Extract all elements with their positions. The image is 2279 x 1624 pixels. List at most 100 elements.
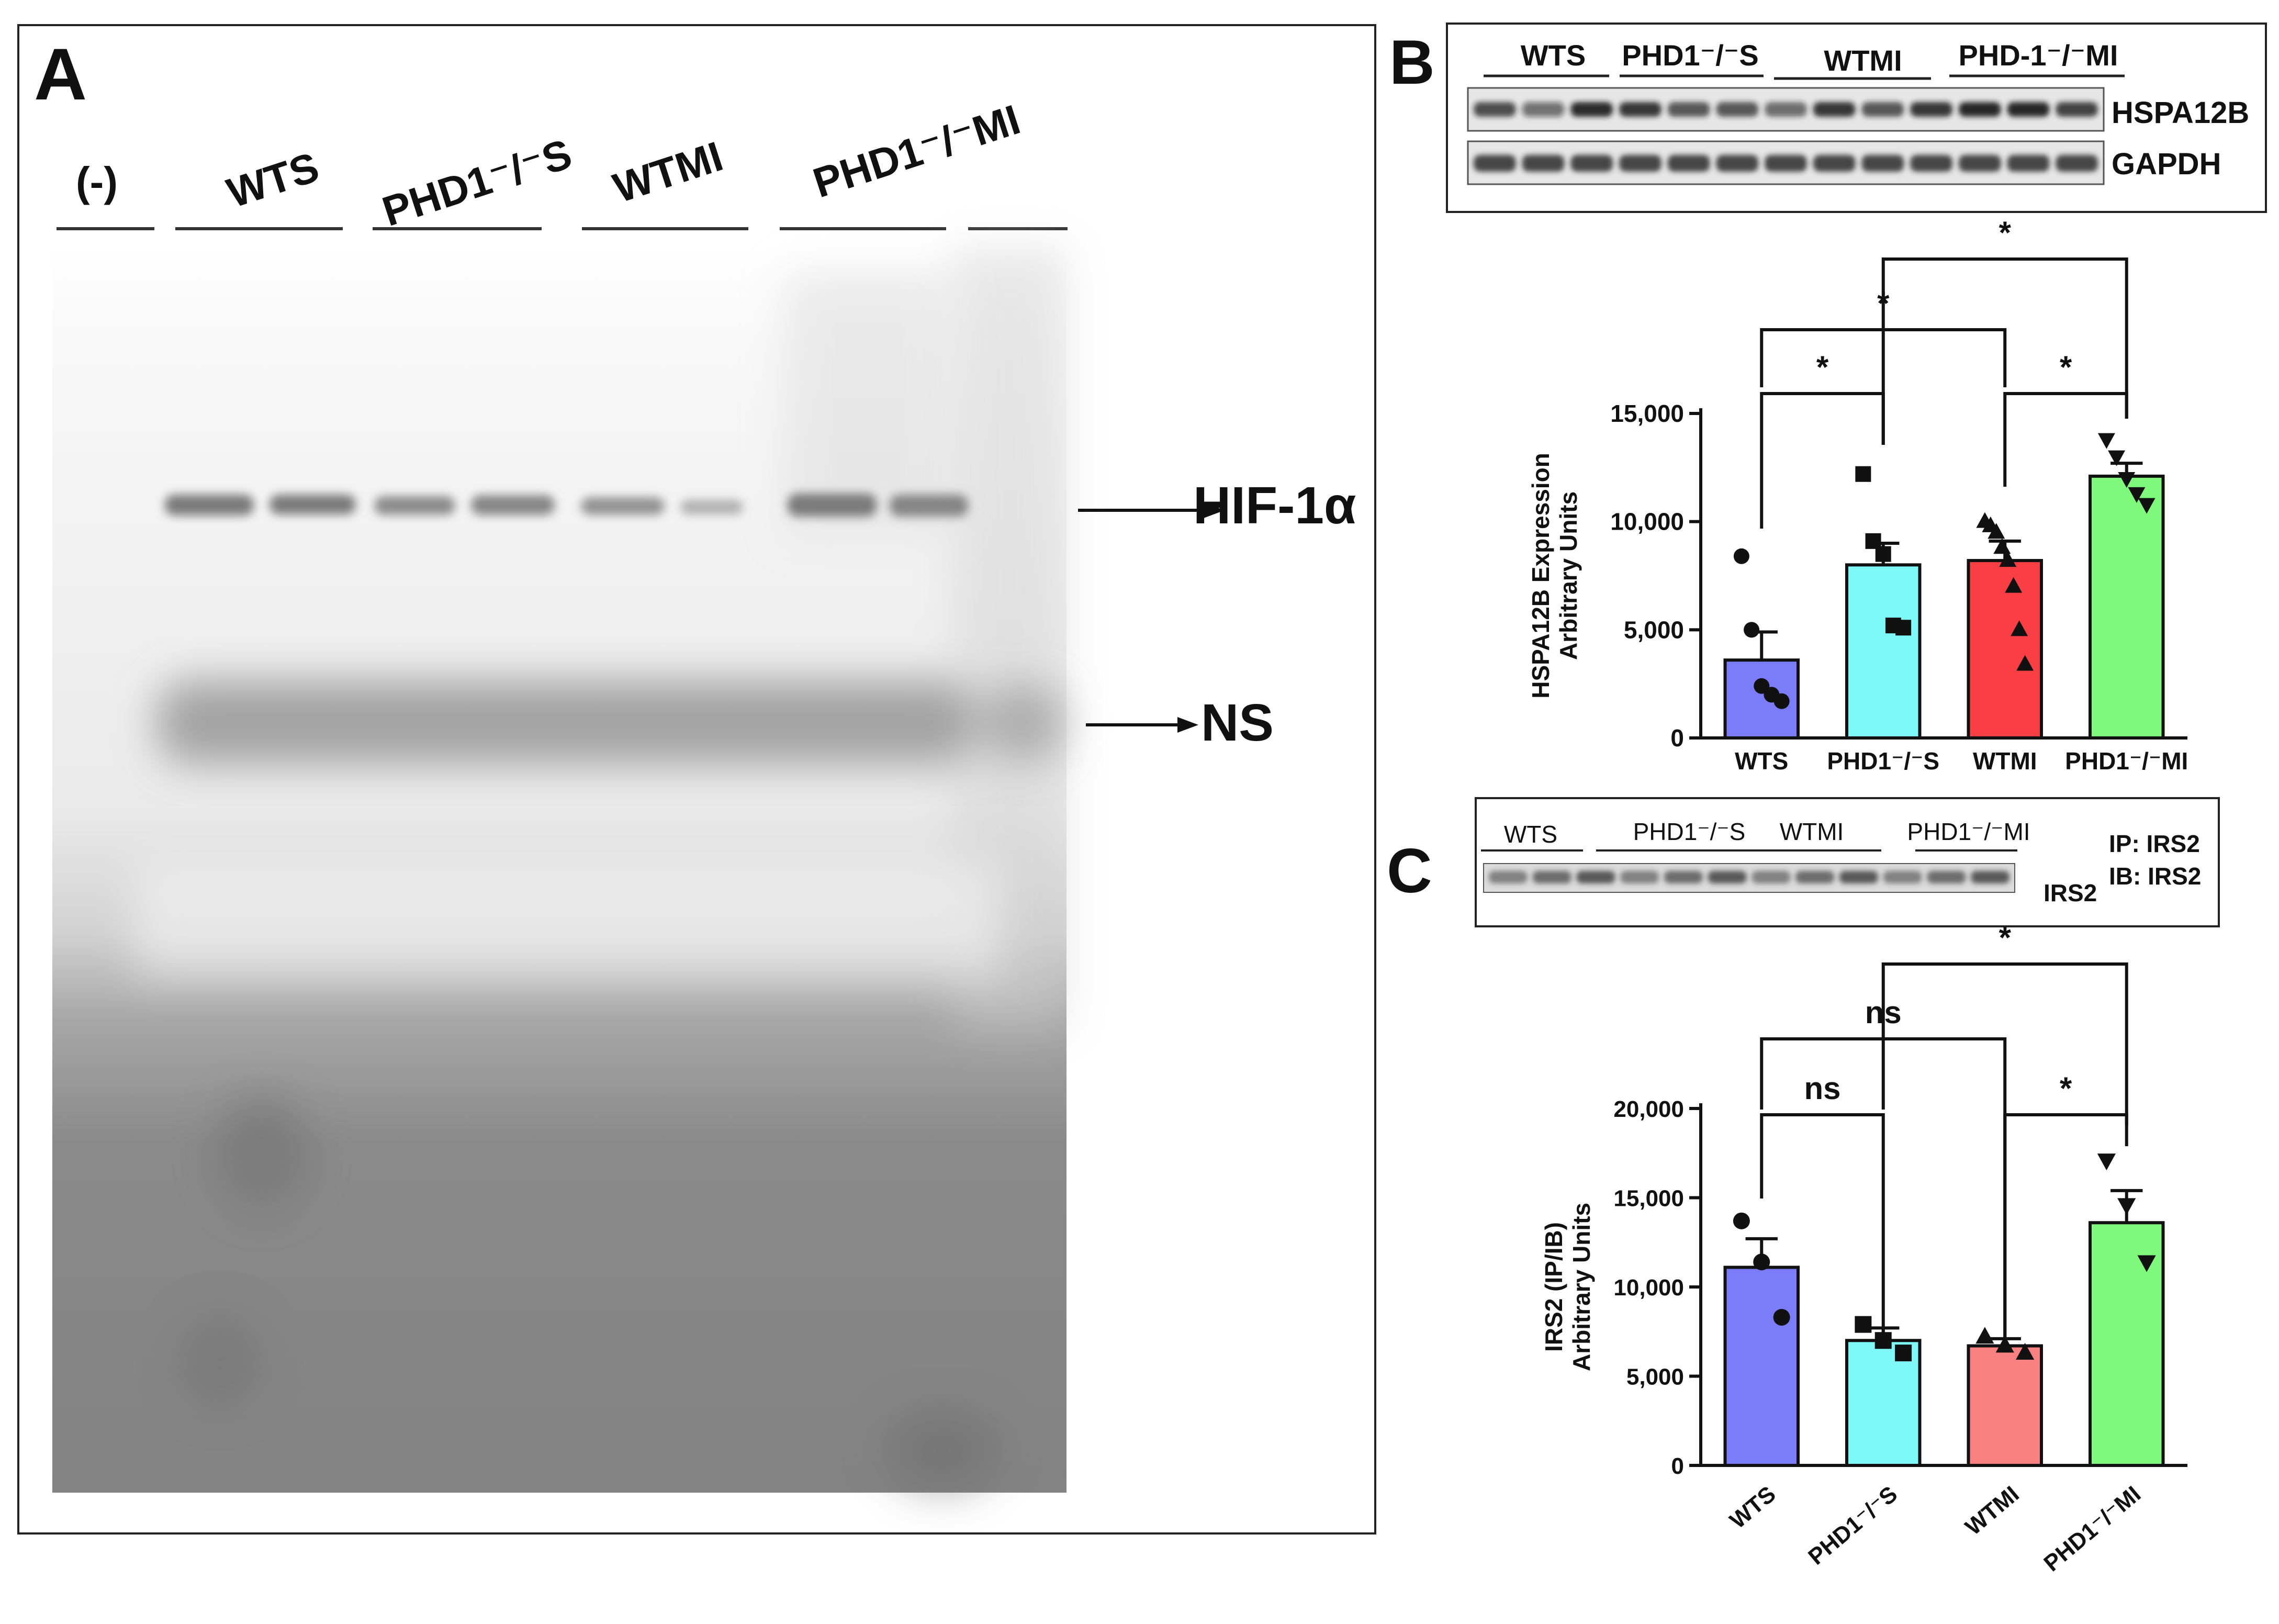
y-tick-label: 15,000 [1613,1186,1684,1212]
gapdh-band [1765,155,1807,172]
ib-label: IB: IRS2 [2109,863,2201,890]
x-tick-label: PHD1⁻/⁻MI [2065,747,2188,775]
data-point [1999,551,2017,567]
hspa12b-band [1958,102,2001,117]
y-tick-label: 0 [1671,1453,1684,1479]
chart-b: 0 5,000 10,000 15,000 HSPA12B ExpressionArbi… [1527,215,2188,775]
hspa12b-band [1619,102,1661,117]
data-point [2137,1255,2156,1272]
data-point [1995,1336,2014,1353]
hspa12b-band [1716,102,1759,117]
hspa12b-band [1570,102,1613,117]
data-point [1874,1332,1892,1349]
x-tick-label: PHD1⁻/⁻MI [2039,1481,2146,1576]
blot-c-group-wts: WTS [1504,821,1557,848]
irs2-band [1795,871,1834,883]
y-axis-label: HSPA12B ExpressionArbitrary Units [1527,453,1582,699]
blot-label-irs2: IRS2 [2044,879,2097,906]
bar [2089,474,2165,740]
y-tick-label: 15,000 [1610,400,1684,427]
gapdh-band [1619,155,1661,172]
significance-label: * [1816,350,1829,385]
blot-b-group-wtmi: WTMI [1824,44,1902,77]
gapdh-band [1716,155,1759,172]
panel-c-blot-frame [1475,797,2220,927]
bar [1967,559,2043,740]
gapdh-band [1522,155,1565,172]
hspa12b-band [1667,102,1710,117]
irs2-bands [1489,871,2009,883]
data-point [2011,620,2028,636]
irs2-band [1620,871,1659,883]
blot-b-group-phd1s: PHD1⁻/⁻S [1622,39,1758,72]
blot-b-group-phd1mi: PHD-1⁻/⁻MI [1959,39,2118,72]
y-tick-label: 10,000 [1610,508,1684,535]
data-point [1975,1327,1994,1344]
significance-label: * [1999,215,2012,250]
data-point [1855,466,1871,482]
x-tick-label: PHD1⁻/⁻S [1827,747,1939,775]
data-point [2097,433,2115,449]
significance-bracket [1881,962,2128,1125]
data-point [1733,1212,1750,1229]
gapdh-band [1861,155,1904,172]
irs2-band [1752,871,1791,883]
data-point [2097,1153,2116,1171]
data-point [2108,450,2126,466]
irs2-band [1532,871,1571,883]
significance-bracket [1881,257,2128,445]
gapdh-bands [1474,155,2098,172]
data-point [2138,498,2155,514]
blot-c-group-phd1s: PHD1⁻/⁻S [1633,818,1746,845]
y-axis-label-line: Arbitrary Units [1555,491,1582,660]
ip-label: IP: IRS2 [2109,830,2200,857]
irs2-band [1708,871,1747,883]
band-label-ns: NS [1201,693,1274,752]
panel-b: B WTS PHD1⁻/⁻S WTMI PHD-1⁻/⁻MI HSPA12B G… [1389,23,2267,775]
x-tick-label: WTMI [1960,1481,2024,1540]
chart-c: 0 5,000 10,000 15,000 20,000 IRS2 (IP/IB)Arbi… [1540,920,2187,1576]
emsa-gel [52,246,1066,1493]
significance-bracket [2003,1113,2128,1340]
gapdh-band [1667,155,1710,172]
hspa12b-band [1813,102,1856,117]
data-point [1855,1316,1872,1333]
y-axis-label: IRS2 (IP/IB)Arbitrary Units [1540,1203,1595,1371]
data-point [1773,693,1790,709]
irs2-band [1576,871,1615,883]
hspa12b-band [2056,102,2098,117]
bar [1845,563,1922,740]
ns-arrow [1086,717,1198,733]
data-point [1753,1253,1770,1271]
y-tick-label: 20,000 [1613,1096,1684,1122]
panel-a-letter: A [34,33,87,115]
hspa12b-band [1910,102,1952,117]
gapdh-band [2007,155,2050,172]
bar [1967,1344,2043,1468]
irs2-band [1839,871,1878,883]
data-point [2005,577,2023,593]
blot-c-group-phd1mi: PHD1⁻/⁻MI [1907,818,2030,845]
blot-c-group-wtmi: WTMI [1780,818,1844,845]
y-tick-label: 5,000 [1624,616,1684,643]
hspa12b-band [2007,102,2050,117]
significance-label: ns [1804,1071,1840,1106]
y-axis-label-line: IRS2 (IP/IB) [1540,1222,1567,1352]
x-tick-label: WTS [1725,1481,1780,1533]
blot-b-underlines [1484,74,2125,80]
blot-b-group-wts: WTS [1521,39,1586,72]
gapdh-band [2056,155,2098,172]
irs2-band [1927,871,1966,883]
data-point [1895,1345,1912,1362]
hif-arrow [1078,502,1225,518]
x-tick-label: PHD1⁻/⁻S [1803,1481,1902,1570]
data-point [1744,622,1760,638]
irs2-band [1664,871,1703,883]
blot-label-gapdh: GAPDH [2112,147,2221,181]
y-tick-label: 0 [1670,724,1684,752]
data-point [1988,523,2005,539]
y-axis-label-line: Arbitrary Units [1568,1203,1595,1371]
ns-band [157,680,1062,764]
panel-c-letter: C [1387,836,1432,906]
